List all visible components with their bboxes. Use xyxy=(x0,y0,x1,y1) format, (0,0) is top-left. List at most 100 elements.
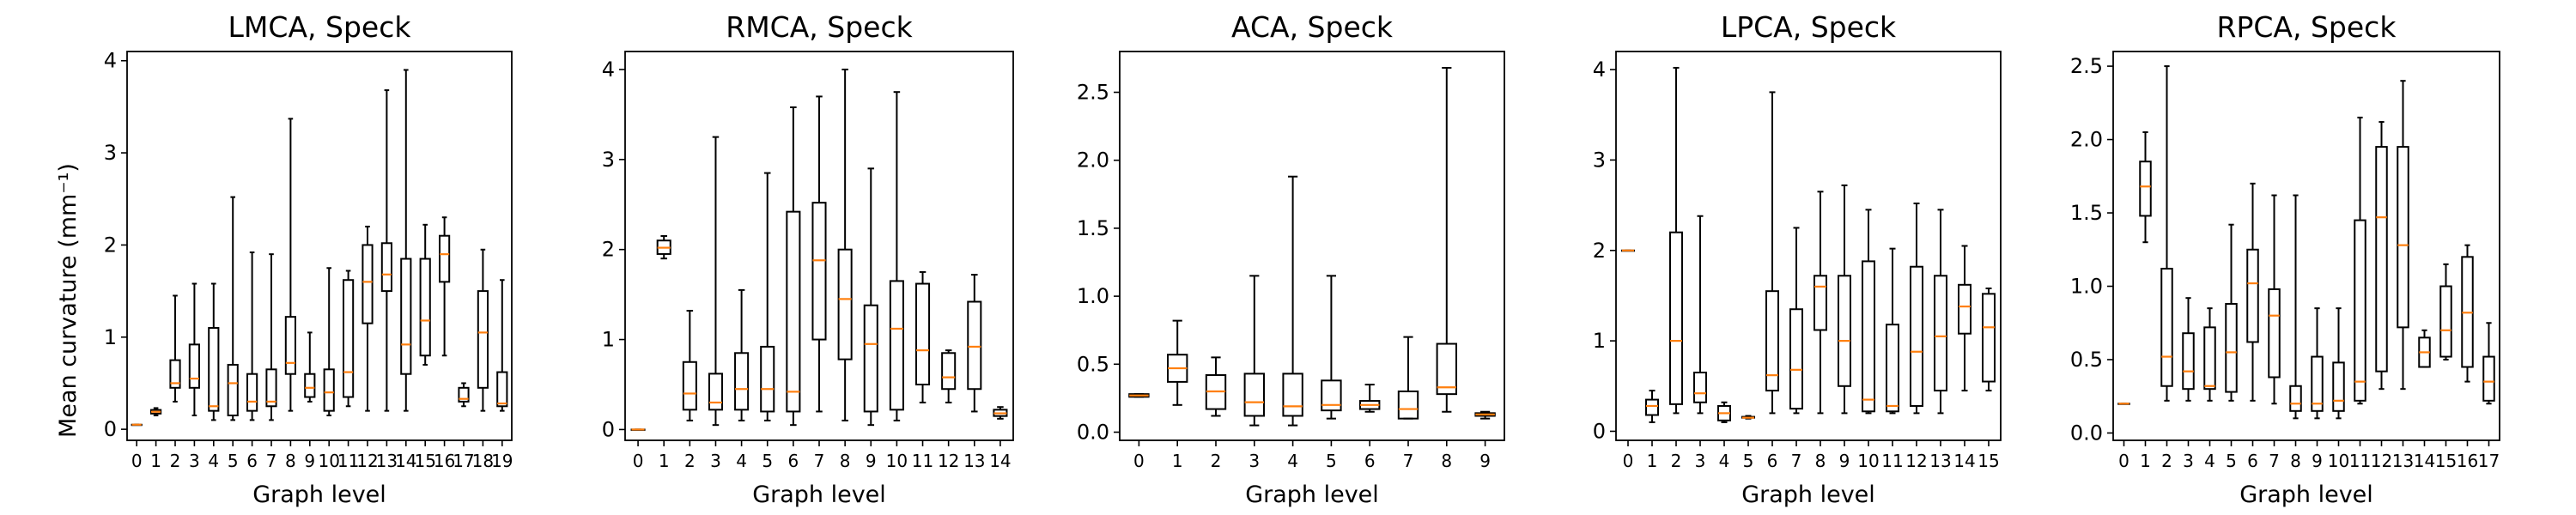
box-12 xyxy=(2375,121,2388,391)
y-tick-label: 1.5 xyxy=(2070,201,2103,225)
box-body xyxy=(1789,308,1803,410)
x-tick-label: 4 xyxy=(1719,451,1730,471)
box-body xyxy=(227,363,239,417)
box-8 xyxy=(284,118,296,412)
box-6 xyxy=(786,106,801,427)
x-tick-label: 17 xyxy=(453,451,474,471)
x-tick-label: 7 xyxy=(266,451,277,471)
box-13 xyxy=(380,89,392,412)
y-tick-label: 0 xyxy=(104,417,117,441)
panel-5: RPCA, Speck Graph level 0.0 0.5 1.0 1.5 2.0 2.5… xyxy=(2070,10,2500,508)
x-tick-label: 13 xyxy=(376,451,398,471)
box-15 xyxy=(2439,263,2452,360)
box-9 xyxy=(304,331,316,403)
box-2 xyxy=(682,310,697,421)
x-tick-label: 6 xyxy=(787,451,799,471)
box-3 xyxy=(708,136,724,427)
box-17 xyxy=(458,382,470,408)
y-tick-label: 1.0 xyxy=(2070,275,2103,299)
box-0 xyxy=(1128,393,1150,398)
x-tick-label: 5 xyxy=(1743,451,1754,471)
box-body xyxy=(1862,260,1875,413)
box-body xyxy=(265,368,277,408)
box-19 xyxy=(496,279,508,412)
x-tick-label: 11 xyxy=(912,451,933,471)
x-tick-label: 6 xyxy=(2247,451,2258,471)
box-body xyxy=(2139,161,2152,217)
box-7 xyxy=(1397,336,1419,420)
box-body xyxy=(323,368,335,412)
x-tick-label: 11 xyxy=(1881,451,1903,471)
box-6 xyxy=(1359,384,1381,413)
x-axis-label: Graph level xyxy=(1245,482,1379,508)
x-tick-label: 4 xyxy=(736,451,747,471)
box-body xyxy=(2182,332,2195,391)
y-tick-label: 3 xyxy=(1593,148,1606,172)
box-4 xyxy=(2203,307,2216,402)
box-11 xyxy=(343,270,355,408)
x-tick-label: 8 xyxy=(1815,451,1826,471)
box-body xyxy=(1886,324,1899,413)
panel-3: ACA, Speck Graph level 0.0 0.5 1.0 1.5 2.0 2.5 0… xyxy=(1077,10,1505,508)
y-tick-label: 2.0 xyxy=(2070,128,2103,152)
box-body xyxy=(400,258,412,375)
x-tick-label: 1 xyxy=(1647,451,1658,471)
x-tick-label: 12 xyxy=(1905,451,1927,471)
box-body xyxy=(941,352,957,391)
y-tick-label: 4 xyxy=(1593,58,1606,82)
box-2 xyxy=(169,294,181,403)
box-body xyxy=(2225,303,2238,393)
box-body xyxy=(1958,283,1971,335)
x-tick-label: 0 xyxy=(633,451,644,471)
panel-title: LMCA, Speck xyxy=(228,10,412,44)
box-body xyxy=(863,304,878,413)
panel-title: RPCA, Speck xyxy=(2217,10,2397,44)
box-8 xyxy=(837,68,853,421)
box-3 xyxy=(188,282,201,417)
x-tick-label: 10 xyxy=(318,451,339,471)
y-tick-label: 2.5 xyxy=(2070,54,2103,78)
box-body xyxy=(734,352,750,411)
box-8 xyxy=(1814,191,1827,415)
box-body xyxy=(1693,371,1707,403)
box-body xyxy=(837,248,853,360)
box-body xyxy=(915,282,931,385)
box-body xyxy=(786,210,801,413)
box-16 xyxy=(2461,244,2474,383)
box-body xyxy=(760,345,775,413)
y-tick-label: 1 xyxy=(1593,329,1606,353)
x-tick-label: 11 xyxy=(2349,451,2371,471)
box-4 xyxy=(1717,401,1731,423)
x-tick-label: 9 xyxy=(866,451,877,471)
box-18 xyxy=(477,248,489,412)
box-body xyxy=(439,234,451,283)
box-body xyxy=(169,359,181,389)
y-tick-label: 2.0 xyxy=(1077,148,1109,173)
box-body xyxy=(2439,285,2452,358)
box-body xyxy=(2203,326,2216,391)
x-tick-label: 7 xyxy=(814,451,825,471)
box-body xyxy=(380,242,392,293)
x-axis-label: Graph level xyxy=(1741,482,1875,508)
x-tick-label: 0 xyxy=(131,451,143,471)
box-8 xyxy=(1436,67,1457,413)
box-13 xyxy=(1934,209,1947,415)
box-body xyxy=(2397,146,2409,329)
x-tick-label: 13 xyxy=(963,451,985,471)
box-2 xyxy=(2160,65,2173,402)
x-tick-label: 3 xyxy=(189,451,200,471)
x-tick-label: 15 xyxy=(2435,451,2457,471)
y-tick-label: 2 xyxy=(1593,239,1606,263)
x-tick-label: 13 xyxy=(2392,451,2414,471)
y-tick-label: 0 xyxy=(602,417,615,441)
y-tick-label: 3 xyxy=(104,141,117,165)
box-body xyxy=(1321,379,1342,412)
y-tick-label: 2 xyxy=(104,233,117,257)
box-5 xyxy=(2225,223,2238,402)
box-7 xyxy=(1789,227,1803,415)
y-tick-label: 0.5 xyxy=(2070,348,2103,372)
x-tick-label: 12 xyxy=(356,451,378,471)
y-tick-label: 4 xyxy=(602,58,615,82)
x-tick-label: 1 xyxy=(150,451,161,471)
